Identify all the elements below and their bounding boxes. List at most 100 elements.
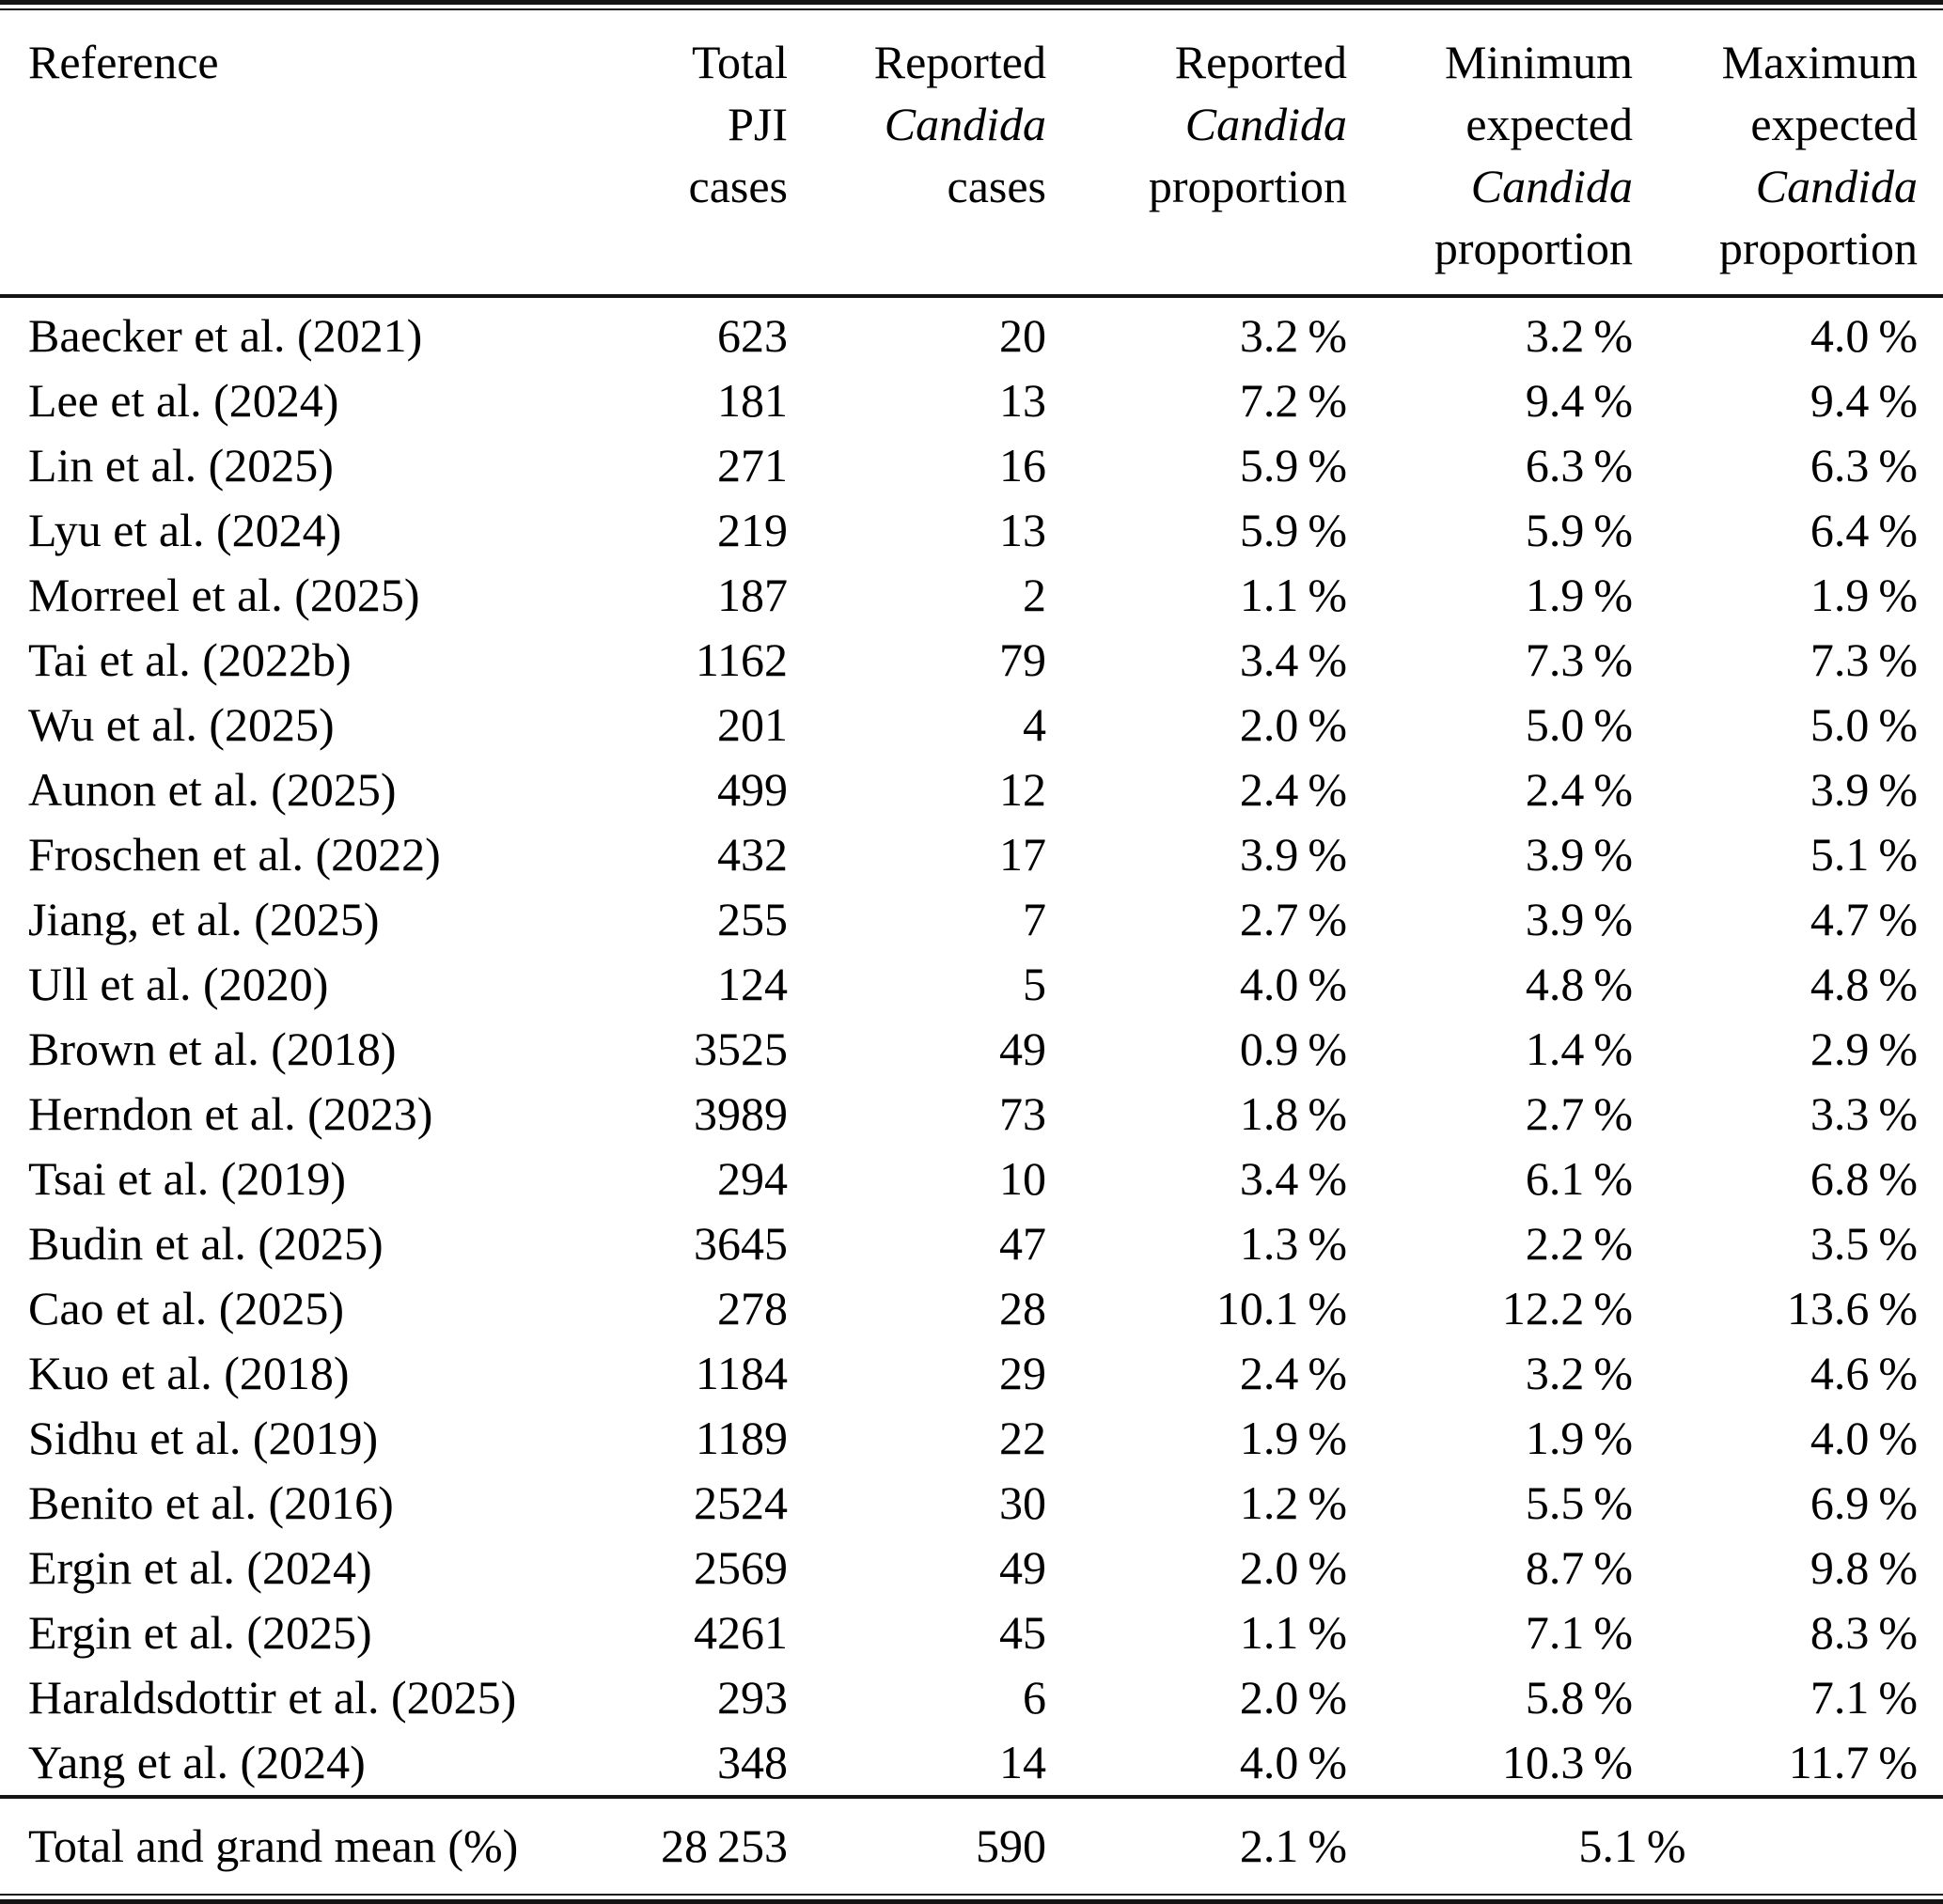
cell-reported-candida-proportion: 7.2 % xyxy=(1239,374,1347,427)
header-line: Minimum xyxy=(1444,36,1633,88)
table-row: Tai et al. (2022b) 1162 79 3.4 % 7.3 % 7.3 % xyxy=(0,628,1943,693)
cell-max-expected-candida-proportion: 4.0 % xyxy=(1810,309,1918,362)
cell-min-expected-candida-proportion: 1.4 % xyxy=(1525,1022,1633,1075)
cell-reference: Herndon et al. (2023) xyxy=(28,1087,433,1140)
table-row: Brown et al. (2018) 3525 49 0.9 % 1.4 % 2.9 % xyxy=(0,1017,1943,1082)
cell-reported-candida-cases: 22 xyxy=(999,1412,1046,1464)
column-header-reference: Reference xyxy=(0,10,602,298)
cell-max-expected-candida-proportion: 4.0 % xyxy=(1810,1412,1918,1464)
header-line: Total xyxy=(691,36,788,88)
cell-reported-candida-proportion: 2.0 % xyxy=(1239,698,1347,751)
cell-reported-candida-cases: 5 xyxy=(1023,958,1046,1010)
header-line: expected xyxy=(1750,98,1918,150)
cell-reference: Morreel et al. (2025) xyxy=(28,569,420,621)
header-line: proportion xyxy=(1148,160,1347,212)
cell-reported-candida-proportion: 4.0 % xyxy=(1239,958,1347,1010)
column-header-reported-candida-proportion: Reported Candida proportion xyxy=(1046,10,1347,298)
table-row: Baecker et al. (2021) 623 20 3.2 % 3.2 % 4.0 … xyxy=(0,296,1943,368)
cell-reported-candida-cases: 45 xyxy=(999,1606,1046,1659)
cell-total-pji-cases: 348 xyxy=(717,1736,788,1788)
cell-min-expected-candida-proportion: 4.8 % xyxy=(1525,958,1633,1010)
cell-total-pji-cases: 294 xyxy=(717,1152,788,1205)
table-row: Tsai et al. (2019) 294 10 3.4 % 6.1 % 6.8 % xyxy=(0,1147,1943,1211)
table-row: Herndon et al. (2023) 3989 73 1.8 % 2.7 % 3.3… xyxy=(0,1082,1943,1147)
total-row-expected-proportion: 5.1 % xyxy=(1347,1795,1943,1894)
cell-min-expected-candida-proportion: 7.1 % xyxy=(1525,1606,1633,1659)
cell-min-expected-candida-proportion: 6.1 % xyxy=(1525,1152,1633,1205)
cell-reported-candida-cases: 13 xyxy=(999,374,1046,427)
cell-min-expected-candida-proportion: 5.5 % xyxy=(1525,1476,1633,1529)
cell-reference: Lin et al. (2025) xyxy=(28,439,334,492)
cell-min-expected-candida-proportion: 2.2 % xyxy=(1525,1217,1633,1270)
table-row: Lyu et al. (2024) 219 13 5.9 % 5.9 % 6.4 % xyxy=(0,498,1943,563)
cell-min-expected-candida-proportion: 3.9 % xyxy=(1525,828,1633,881)
table-row: Lee et al. (2024) 181 13 7.2 % 9.4 % 9.4 % xyxy=(0,368,1943,433)
cell-reference: Lyu et al. (2024) xyxy=(28,504,342,556)
cell-reference: Ergin et al. (2024) xyxy=(28,1541,372,1594)
cell-max-expected-candida-proportion: 3.3 % xyxy=(1810,1087,1918,1140)
table-row: Ergin et al. (2025) 4261 45 1.1 % 7.1 % 8.3 % xyxy=(0,1600,1943,1665)
table-row: Budin et al. (2025) 3645 47 1.3 % 2.2 % 3.5 % xyxy=(0,1211,1943,1276)
cell-min-expected-candida-proportion: 6.3 % xyxy=(1525,439,1633,492)
cell-reference: Tsai et al. (2019) xyxy=(28,1152,347,1205)
cell-total-pji-cases: 432 xyxy=(717,828,788,881)
cell-reported-candida-proportion: 0.9 % xyxy=(1239,1022,1347,1075)
cell-total-pji-cases: 1162 xyxy=(695,633,788,686)
cell-total-pji-cases: 219 xyxy=(717,504,788,556)
cell-total-pji-cases: 3989 xyxy=(694,1087,788,1140)
cell-reported-candida-cases: 28 xyxy=(999,1282,1046,1334)
cell-total-pji-cases: 3645 xyxy=(694,1217,788,1270)
table-row: Wu et al. (2025) 201 4 2.0 % 5.0 % 5.0 % xyxy=(0,693,1943,757)
table-body: Baecker et al. (2021) 623 20 3.2 % 3.2 % 4.0 … xyxy=(0,296,1943,1797)
table-row: Morreel et al. (2025) 187 2 1.1 % 1.9 % 1.9 % xyxy=(0,563,1943,628)
cell-reported-candida-proportion: 10.1 % xyxy=(1215,1282,1347,1334)
cell-min-expected-candida-proportion: 1.9 % xyxy=(1525,569,1633,621)
cell-reported-candida-proportion: 2.0 % xyxy=(1239,1541,1347,1594)
cell-reported-candida-proportion: 3.2 % xyxy=(1239,309,1347,362)
header-line: Candida xyxy=(884,98,1046,150)
cell-max-expected-candida-proportion: 4.8 % xyxy=(1810,958,1918,1010)
cell-total-pji-cases: 3525 xyxy=(694,1022,788,1075)
cell-total-pji-cases: 2524 xyxy=(694,1476,788,1529)
cell-reported-candida-cases: 16 xyxy=(999,439,1046,492)
cell-reported-candida-proportion: 1.1 % xyxy=(1239,569,1347,621)
cell-min-expected-candida-proportion: 3.2 % xyxy=(1525,309,1633,362)
cell-min-expected-candida-proportion: 10.3 % xyxy=(1501,1736,1633,1788)
cell-reported-candida-proportion: 2.4 % xyxy=(1239,1347,1347,1399)
cell-total-pji-cases: 271 xyxy=(717,439,788,492)
cell-max-expected-candida-proportion: 11.7 % xyxy=(1788,1736,1918,1788)
cell-reported-candida-cases: 10 xyxy=(999,1152,1046,1205)
cell-reference: Benito et al. (2016) xyxy=(28,1476,394,1529)
pji-candida-table: Reference Total PJI cases Reported Candida cas… xyxy=(0,10,1943,1894)
cell-max-expected-candida-proportion: 3.9 % xyxy=(1810,763,1918,816)
cell-max-expected-candida-proportion: 9.4 % xyxy=(1810,374,1918,427)
cell-max-expected-candida-proportion: 8.3 % xyxy=(1810,1606,1918,1659)
total-row: Total and grand mean (%) 28 253 590 2.1 … xyxy=(0,1795,1943,1894)
cell-reported-candida-cases: 79 xyxy=(999,633,1046,686)
header-line: PJI xyxy=(728,98,788,150)
cell-total-pji-cases: 2569 xyxy=(694,1541,788,1594)
cell-reported-candida-cases: 4 xyxy=(1023,698,1046,751)
cell-reported-candida-cases: 20 xyxy=(999,309,1046,362)
cell-min-expected-candida-proportion: 5.9 % xyxy=(1525,504,1633,556)
cell-max-expected-candida-proportion: 3.5 % xyxy=(1810,1217,1918,1270)
cell-max-expected-candida-proportion: 7.1 % xyxy=(1810,1671,1918,1724)
header-line: cases xyxy=(947,160,1047,212)
table-top-rule xyxy=(0,0,1943,10)
cell-total-pji-cases: 124 xyxy=(717,958,788,1010)
column-header-total-pji-cases: Total PJI cases xyxy=(602,10,788,298)
header-row: Reference Total PJI cases Reported Candida cas… xyxy=(0,10,1943,298)
header-line: proportion xyxy=(1718,222,1918,274)
cell-reported-candida-proportion: 1.3 % xyxy=(1239,1217,1347,1270)
cell-total-pji-cases: 1189 xyxy=(695,1412,788,1464)
cell-reported-candida-cases: 6 xyxy=(1023,1671,1046,1724)
cell-reference: Yang et al. (2024) xyxy=(28,1736,366,1788)
cell-max-expected-candida-proportion: 7.3 % xyxy=(1810,633,1918,686)
cell-min-expected-candida-proportion: 2.4 % xyxy=(1525,763,1633,816)
cell-reported-candida-proportion: 3.4 % xyxy=(1239,1152,1347,1205)
cell-reported-candida-proportion: 5.9 % xyxy=(1239,439,1347,492)
cell-min-expected-candida-proportion: 12.2 % xyxy=(1501,1282,1633,1334)
cell-max-expected-candida-proportion: 6.3 % xyxy=(1810,439,1918,492)
total-row-reported-proportion: 2.1 % xyxy=(1046,1795,1347,1894)
header-line: proportion xyxy=(1434,222,1633,274)
